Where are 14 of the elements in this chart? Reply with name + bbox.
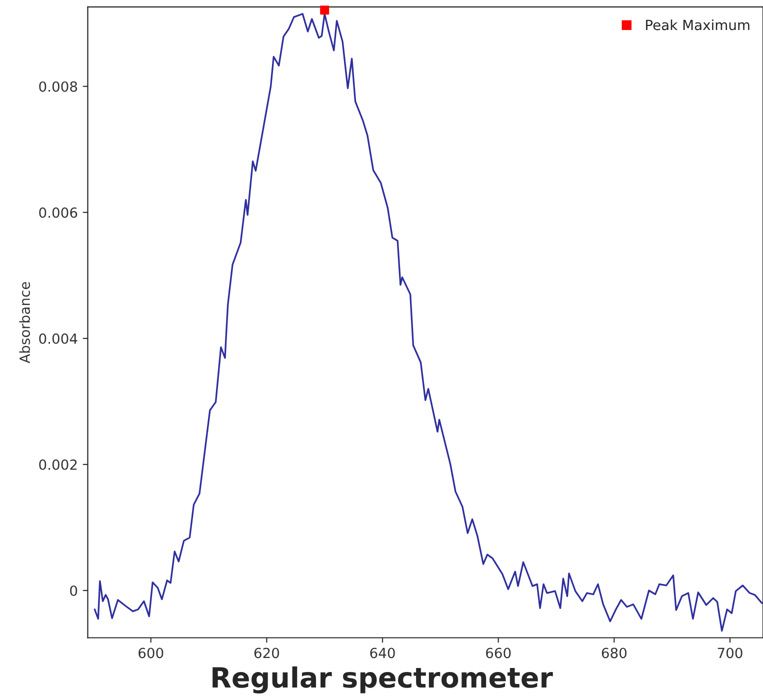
x-tick-label: 700: [718, 648, 742, 658]
x-tick-label: 660: [486, 648, 511, 658]
y-axis-title: Absorbance: [19, 282, 30, 364]
legend-label: Peak Maximum: [646, 19, 750, 30]
x-tick-label: 640: [370, 648, 395, 658]
y-tick-label: 0: [70, 585, 78, 596]
y-tick-label: 0.004: [39, 333, 78, 344]
y-tick-label: 0.008: [39, 81, 78, 92]
text: Regular spectrometer: [212, 666, 553, 694]
y-tick-label: 0.002: [39, 459, 77, 470]
x-tick-label: 600: [138, 648, 164, 658]
y-tick-label: 0.006: [39, 207, 78, 218]
x-tick-label: 680: [602, 648, 626, 658]
x-tick-label: 620: [254, 648, 280, 658]
